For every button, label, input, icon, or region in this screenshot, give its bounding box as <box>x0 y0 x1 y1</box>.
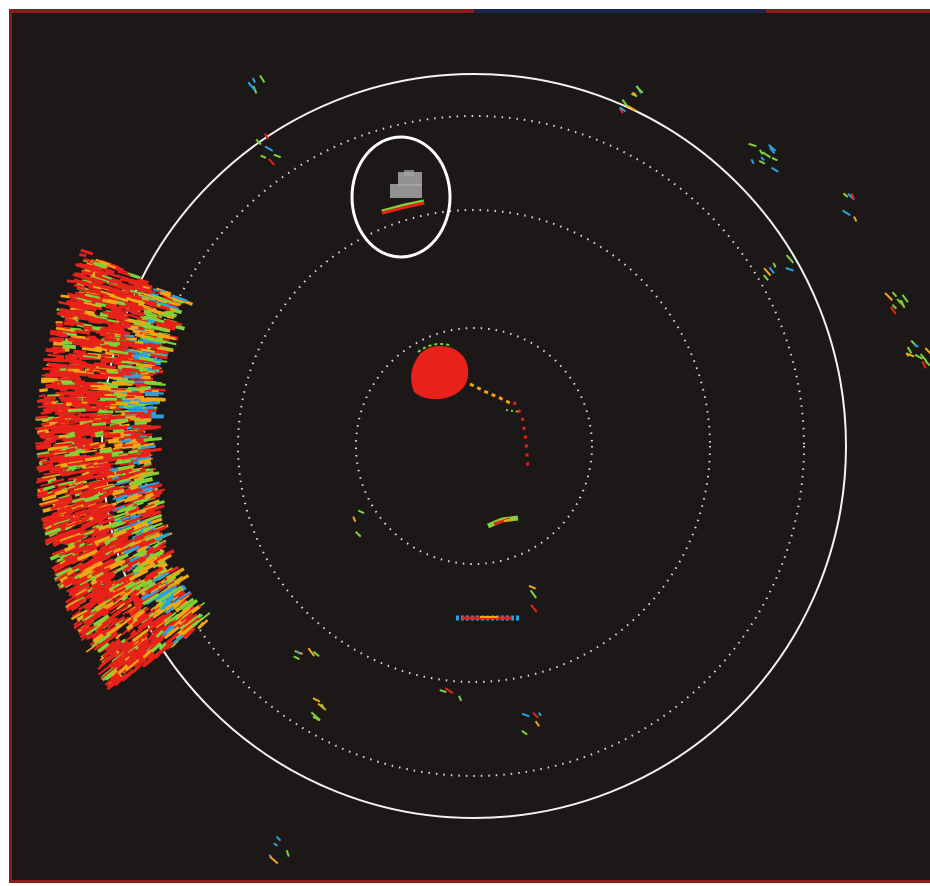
target-highlight-ring <box>350 135 452 259</box>
target-gray-tail <box>390 170 422 198</box>
range-ring-1 <box>355 327 593 565</box>
echo-south-2[interactable] <box>456 615 520 621</box>
frame-top-left <box>9 9 474 13</box>
range-ring-2 <box>237 209 711 683</box>
near-center-echo[interactable] <box>411 343 530 471</box>
range-ring-outer <box>101 73 847 819</box>
weak-echo-speckle <box>247 74 930 865</box>
echo-south-1[interactable] <box>487 515 519 529</box>
frame-top-right <box>766 9 930 13</box>
range-rings <box>101 73 847 819</box>
frame-top-center <box>474 9 766 13</box>
radar-screen <box>9 11 930 883</box>
land-clutter <box>34 248 211 691</box>
highlighted-target[interactable] <box>350 135 452 259</box>
range-ring-3 <box>143 115 805 777</box>
